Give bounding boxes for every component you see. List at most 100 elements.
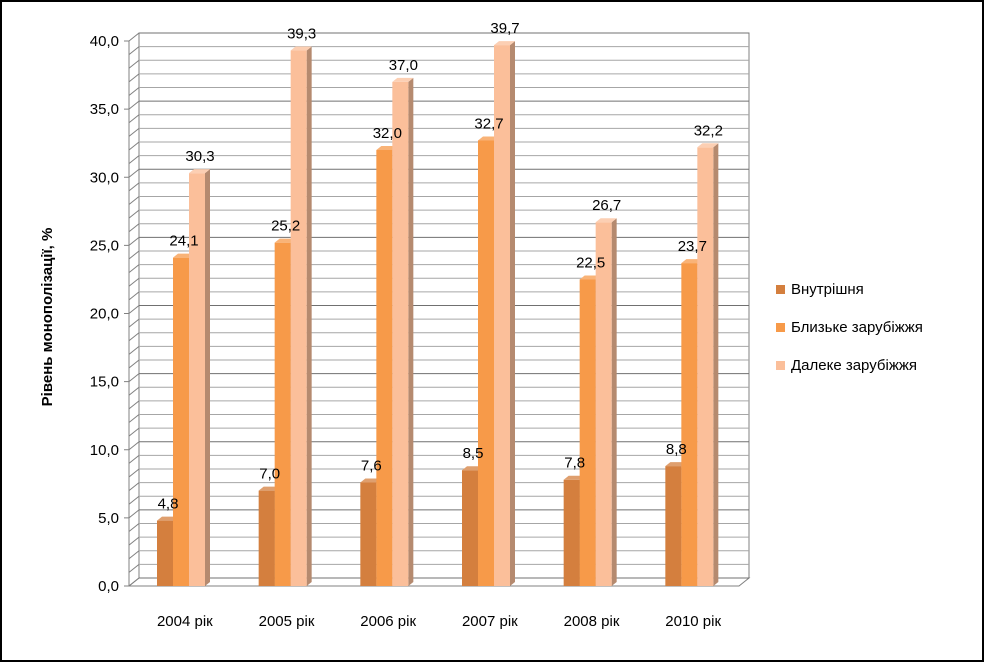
y-tick-label: 30,0 xyxy=(90,169,119,186)
bar-top xyxy=(189,169,210,174)
gridline-slant xyxy=(128,345,140,355)
legend-label-1: Близьке зарубіжжя xyxy=(791,318,923,336)
data-label: 8,5 xyxy=(463,445,484,462)
gridline-slant xyxy=(128,509,140,519)
bar-top xyxy=(665,462,687,467)
gridline-slant xyxy=(128,523,140,532)
y-axis-label: Рівень монополізації, % xyxy=(39,228,56,407)
gridline-slant xyxy=(128,264,140,274)
gridline-slant xyxy=(128,400,140,410)
data-label: 32,7 xyxy=(474,115,503,132)
gridline-slant xyxy=(128,141,140,151)
bar-top xyxy=(157,516,178,521)
data-label: 22,5 xyxy=(576,254,605,271)
data-label: 30,3 xyxy=(185,148,214,165)
x-tick-label: 2010 рік xyxy=(665,613,721,630)
floor xyxy=(127,577,751,587)
data-label: 7,8 xyxy=(564,455,585,472)
bar xyxy=(173,257,189,586)
y-tick-label: 5,0 xyxy=(98,510,119,527)
y-tick-label: 35,0 xyxy=(90,101,119,118)
gridlines xyxy=(128,32,749,587)
gridline-slant xyxy=(128,550,140,560)
gridline-slant xyxy=(128,236,140,246)
gridline-slant xyxy=(128,32,140,42)
y-tick-label: 40,0 xyxy=(90,33,119,50)
bar-top xyxy=(173,253,194,258)
gridline-slant xyxy=(128,454,140,464)
bar-top xyxy=(274,238,296,243)
y-tick-label: 15,0 xyxy=(90,374,119,391)
legend-swatch-1 xyxy=(776,322,785,332)
bar-top xyxy=(462,466,483,471)
gridline-slant xyxy=(128,127,140,137)
legend-item-1: Близьке зарубіжжя xyxy=(776,318,923,336)
data-label: 32,2 xyxy=(694,122,723,139)
gridline-slant xyxy=(128,318,140,328)
bar-top xyxy=(681,259,703,264)
gridline-slant xyxy=(128,482,140,492)
bar-top xyxy=(595,218,617,223)
x-tick-label: 2004 рік xyxy=(157,613,213,630)
y-tick-label: 25,0 xyxy=(90,237,119,254)
bar-top xyxy=(478,136,499,141)
gridline-slant xyxy=(128,155,140,165)
bar xyxy=(258,490,275,586)
gridline-slant xyxy=(128,182,140,192)
legend-label-2: Далеке зарубіжжя xyxy=(791,356,918,374)
bar-side xyxy=(306,46,312,587)
legend-item-0: Внутрішня xyxy=(776,280,923,298)
y-tick-label: 10,0 xyxy=(90,442,119,459)
gridline-slant xyxy=(128,196,140,205)
data-label: 4,8 xyxy=(158,496,179,513)
gridline-slant xyxy=(128,87,140,96)
gridline-slant xyxy=(128,495,140,505)
bar xyxy=(595,222,612,586)
gridline-slant xyxy=(128,414,140,423)
legend-swatch-2 xyxy=(776,360,785,370)
bar xyxy=(563,479,580,586)
bar xyxy=(392,81,409,586)
gridline-slant xyxy=(128,427,140,437)
gridline-slant xyxy=(128,250,140,260)
gridline-slant xyxy=(128,100,140,110)
data-label: 39,3 xyxy=(287,26,316,43)
gridline-slant xyxy=(128,168,140,178)
data-label: 23,7 xyxy=(678,238,707,255)
bar-side xyxy=(408,77,414,586)
data-labels: 4,8 24,1 30,3 7,0 25,2 39,3 7,6 32,0 37,0 8,5 32,7… xyxy=(158,20,723,513)
y-tick-label: 20,0 xyxy=(90,306,119,323)
bar xyxy=(478,140,494,586)
y-tick-label: 0,0 xyxy=(98,578,119,595)
bar xyxy=(697,147,714,586)
data-label: 32,0 xyxy=(373,125,402,142)
bar-side xyxy=(713,143,719,586)
gridline-slant xyxy=(128,577,140,587)
bar-top xyxy=(392,77,414,82)
bar xyxy=(360,482,377,586)
bar xyxy=(290,50,307,587)
legend-label-0: Внутрішня xyxy=(791,280,864,298)
gridline-slant xyxy=(128,46,140,56)
x-tick-label: 2007 рік xyxy=(462,613,518,630)
gridline-slant xyxy=(128,305,140,314)
gridline-slant xyxy=(128,277,140,287)
bar-top xyxy=(494,41,515,46)
bar xyxy=(189,173,205,586)
data-label: 7,6 xyxy=(361,457,382,474)
bar xyxy=(681,263,698,586)
legend-item-2: Далеке зарубіжжя xyxy=(776,356,923,374)
data-label: 8,8 xyxy=(666,441,687,458)
legend: Внутрішня Близьке зарубіжжя Далеке заруб… xyxy=(776,280,923,394)
gridline-slant xyxy=(128,373,140,383)
bar-top xyxy=(290,46,312,51)
bar xyxy=(579,279,596,586)
bar-side xyxy=(611,218,617,586)
gridline-slant xyxy=(128,114,140,124)
legend-swatch-0 xyxy=(776,284,785,294)
gridline-slant xyxy=(128,291,140,301)
bar-top xyxy=(579,275,601,280)
data-label: 25,2 xyxy=(271,218,300,235)
x-tick-label: 2006 рік xyxy=(360,613,416,630)
